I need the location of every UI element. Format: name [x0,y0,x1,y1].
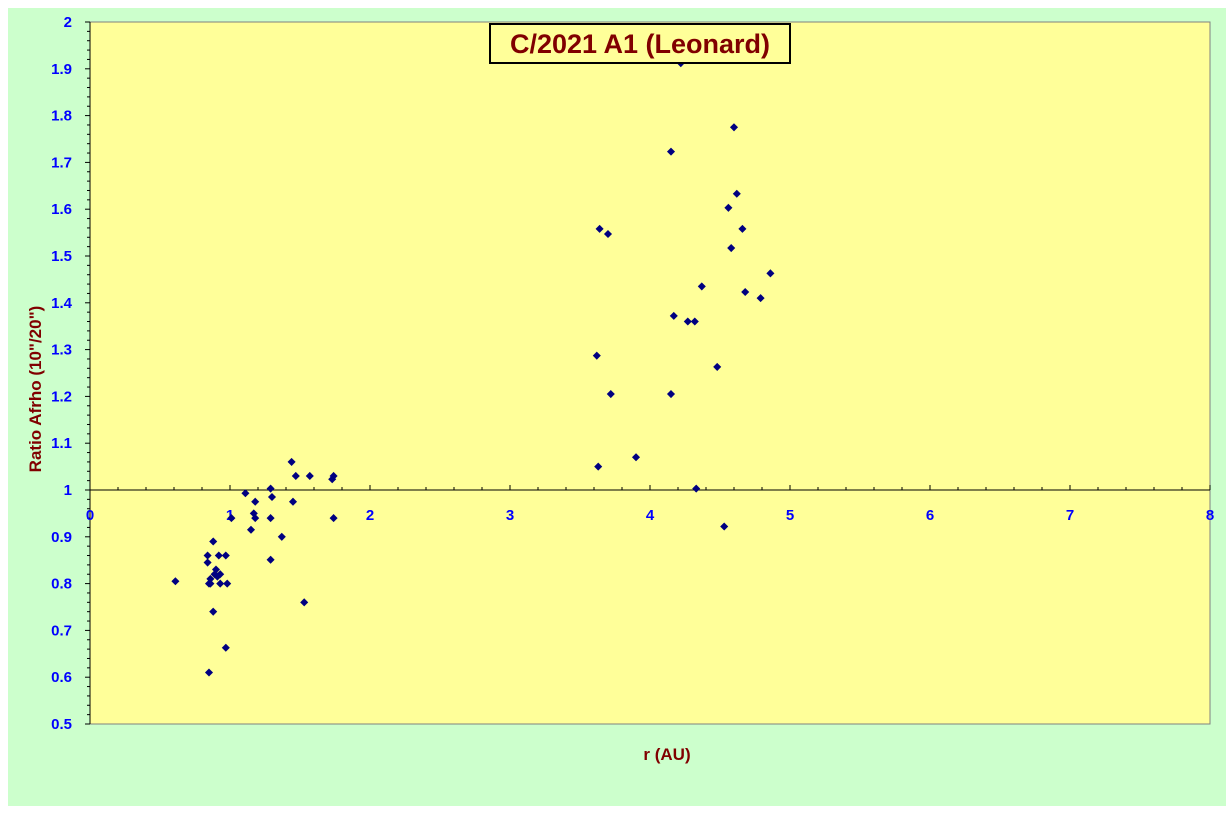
data-point [216,570,225,579]
data-point [216,579,225,588]
data-point [209,607,218,616]
y-tick-label: 0.5 [51,716,72,733]
data-point [741,288,750,297]
data-point [221,551,230,560]
data-point [206,579,215,588]
data-point [603,229,613,239]
y-tick-label: 2 [64,14,72,31]
data-point [241,489,250,498]
y-tick-label: 1.8 [51,108,72,125]
y-tick-label: 1.4 [51,295,73,312]
x-tick-label: 2 [366,507,374,524]
data-point [692,484,701,493]
data-point [300,598,309,607]
data-point [221,643,230,652]
x-tick-label: 3 [506,507,514,524]
data-point [227,514,236,523]
x-tick-label: 6 [926,507,934,524]
data-point [690,317,699,326]
data-point [329,471,338,480]
y-tick-label: 1.7 [51,154,72,171]
x-tick-label: 5 [786,507,794,524]
data-points [171,59,775,677]
data-point [267,492,277,502]
data-point [713,362,722,371]
data-point [251,497,260,506]
data-point [209,537,218,546]
data-point [669,311,678,320]
data-point [211,565,221,574]
data-point [729,123,739,132]
data-point [287,457,296,466]
data-point [203,558,212,567]
data-point [732,189,741,198]
data-point [720,522,729,531]
data-point [606,390,615,399]
chart-title: C/2021 A1 (Leonard) [510,29,770,59]
x-tick-label: 0 [86,507,94,524]
data-point [738,224,747,233]
y-tick-label: 1 [64,482,72,499]
data-point [595,224,604,233]
data-point [223,579,232,588]
x-axis-title: r (AU) [643,745,690,764]
data-point [592,351,601,360]
data-point [266,555,275,564]
data-point [266,484,275,493]
y-tick-label: 1.3 [51,342,72,359]
data-point [683,317,692,326]
y-tick-label: 0.8 [51,576,72,593]
data-point [266,514,275,523]
x-axis: 012345678 [86,485,1214,524]
data-point [724,203,733,212]
data-point [666,390,676,399]
data-point [329,514,338,523]
y-axis: 0.5 0.6 0.7 0.8 0.9 1 1.1 1.2 1.3 1.4 1.5 1.6 1.7 1.8… [51,14,91,733]
data-point [204,668,214,677]
y-tick-label: 0.6 [51,669,72,686]
data-point [305,471,314,480]
plot-area [89,21,1211,725]
y-tick-label: 1.9 [51,61,72,78]
data-point [277,532,286,541]
x-tick-label: 8 [1206,507,1214,524]
data-point [697,282,706,291]
data-point [171,577,180,586]
y-axis-title: Ratio Afrho (10"/20") [26,306,45,473]
y-tick-label: 0.9 [51,529,72,546]
y-tick-label: 1.2 [51,388,72,405]
data-point [251,514,260,523]
data-point [288,497,298,506]
y-tick-label: 1.1 [51,435,72,452]
data-point [214,551,223,560]
data-point [727,244,736,253]
y-tick-label: 1.6 [51,201,72,218]
data-point [291,471,300,480]
y-tick-label: 0.7 [51,622,72,639]
data-point [666,147,676,156]
y-tick-label: 1.5 [51,248,72,265]
data-point [246,525,256,534]
data-point [594,462,603,471]
x-tick-label: 4 [646,507,655,524]
data-point [756,294,765,303]
x-tick-label: 7 [1066,507,1074,524]
chart-title-box [489,23,791,64]
data-point [766,269,775,278]
data-point [631,453,641,462]
